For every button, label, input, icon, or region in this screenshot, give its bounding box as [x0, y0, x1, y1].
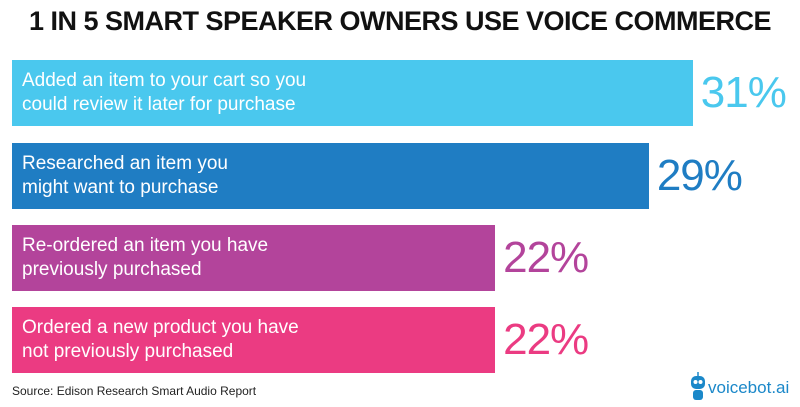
- source-note: Source: Edison Research Smart Audio Repo…: [12, 384, 257, 398]
- bar: [12, 143, 649, 209]
- bar-label: Ordered a new product you have not previ…: [22, 317, 299, 362]
- logo-icon: [691, 372, 705, 400]
- bar-label: Re-ordered an item you have previously p…: [22, 235, 269, 280]
- value-label: 22%: [503, 315, 589, 364]
- bar: [12, 307, 496, 373]
- bar-label: Added an item to your cart so you could …: [22, 70, 307, 115]
- value-label: 22%: [503, 233, 589, 282]
- bar: [12, 60, 693, 126]
- chart-title: 1 IN 5 SMART SPEAKER OWNERS USE VOICE CO…: [28, 6, 772, 36]
- logo-text: voicebot.ai: [708, 378, 790, 397]
- value-label: 31%: [700, 68, 787, 117]
- bar: [12, 225, 496, 291]
- bar-label: Researched an item you might want to pur…: [22, 153, 228, 198]
- value-label: 29%: [656, 151, 743, 200]
